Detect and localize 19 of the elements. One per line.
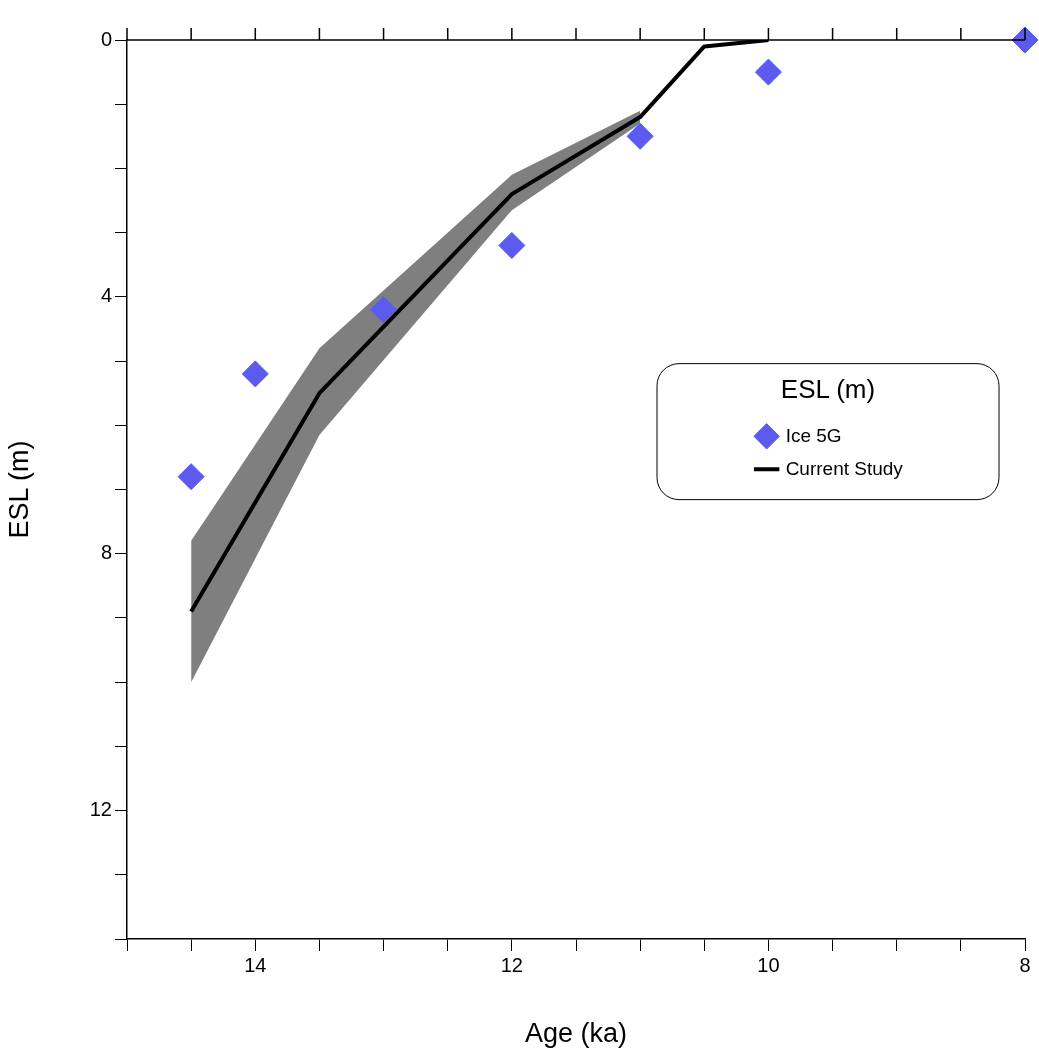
x-tick-label: 14 [244, 953, 267, 976]
legend-label: Current Study [785, 457, 904, 479]
legend-title: ESL (m) [780, 373, 876, 404]
point [370, 296, 398, 324]
x-axis-title: Age (ka) [524, 1018, 628, 1049]
y-tick-label: 0 [100, 27, 112, 50]
point [241, 360, 269, 388]
y-axis-title: ESL (m) [3, 440, 34, 539]
y-tick-label: 4 [100, 284, 112, 307]
legend-label: Ice 5G [785, 424, 842, 446]
x-tick-label: 10 [757, 953, 780, 976]
point [498, 231, 526, 259]
point [754, 58, 782, 86]
y-tick-label: 8 [100, 541, 112, 564]
y-tick-label: 12 [89, 798, 112, 821]
x-tick-label: 8 [1019, 953, 1031, 976]
point [177, 463, 205, 491]
x-tick-label: 12 [500, 953, 523, 976]
point [626, 122, 654, 150]
